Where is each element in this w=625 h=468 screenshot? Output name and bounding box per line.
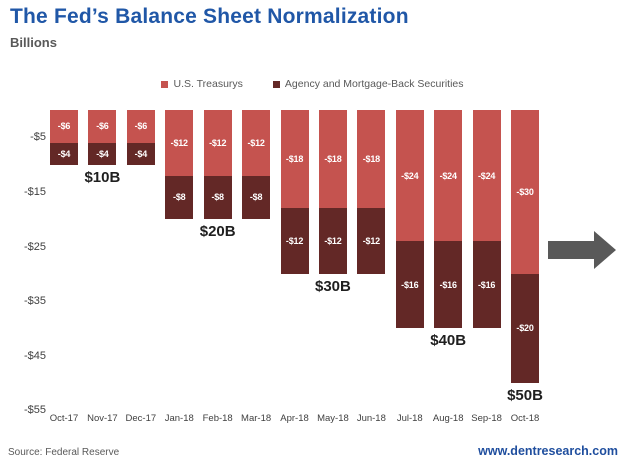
- bar-segment-treasurys: -$12: [165, 110, 194, 176]
- bar-segment-agency: -$4: [126, 142, 155, 165]
- x-axis-tick-label: Dec-17: [125, 413, 157, 424]
- bar-segment-treasurys: -$24: [434, 110, 463, 242]
- bar-value-label: -$12: [362, 236, 380, 247]
- treasurys-swatch-icon: [161, 80, 169, 88]
- legend-item-agency: Agency and Mortgage-Back Securities: [272, 78, 464, 90]
- bar-segment-treasurys: -$6: [88, 110, 117, 143]
- bar-segment-treasurys: -$30: [511, 110, 540, 274]
- pace-group-label: $40B: [430, 332, 467, 350]
- bar-value-label: -$18: [324, 154, 342, 165]
- bar-segment-treasurys: -$18: [280, 110, 309, 209]
- bar-value-label: -$8: [211, 192, 224, 203]
- website-link: www.dentresearch.com: [478, 444, 618, 458]
- pace-group-label: $50B: [507, 387, 543, 404]
- bar-segment-agency: -$20: [511, 273, 540, 383]
- bar-segment-agency: -$8: [203, 175, 232, 220]
- bar-segment-treasurys: -$24: [395, 110, 424, 242]
- bar-value-label: -$6: [96, 121, 109, 132]
- bar-value-label: -$4: [57, 148, 71, 159]
- bar-segment-agency: -$12: [280, 208, 309, 274]
- bar-value-label: -$16: [401, 279, 419, 290]
- x-axis-tick-label: Sep-18: [471, 413, 502, 424]
- bar-segment-treasurys: -$6: [50, 110, 78, 143]
- bar-value-label: -$12: [285, 236, 304, 247]
- x-axis-tick-label: Apr-18: [280, 413, 309, 424]
- y-axis-tick-label: -$45: [23, 349, 46, 362]
- y-axis-tick-label: -$5: [30, 131, 46, 144]
- bar-value-label: -$6: [57, 121, 71, 132]
- bar-segment-treasurys: -$24: [472, 110, 501, 242]
- bar-value-label: -$12: [170, 137, 188, 148]
- pace-group-label: $20B: [199, 223, 236, 241]
- x-axis-tick-label: Nov-17: [87, 413, 118, 424]
- bar-segment-agency: -$8: [242, 175, 271, 220]
- chart-legend: U.S. Treasurys Agency and Mortgage-Back …: [0, 78, 625, 90]
- bar-segment-agency: -$4: [88, 142, 117, 165]
- bar-value-label: -$4: [134, 148, 148, 159]
- y-axis-tick-label: -$35: [23, 295, 46, 308]
- bar-segment-treasurys: -$12: [242, 110, 271, 176]
- legend-label-agency: Agency and Mortgage-Back Securities: [284, 78, 464, 90]
- legend-label-treasurys: U.S. Treasurys: [173, 78, 243, 90]
- x-axis-tick-label: Aug-18: [432, 413, 464, 424]
- chart-subtitle: Billions: [10, 35, 57, 50]
- pace-group-label: $10B: [84, 168, 121, 186]
- bar-value-label: -$4: [96, 148, 109, 159]
- bar-value-label: -$6: [134, 121, 148, 132]
- x-axis-tick-label: Feb-18: [202, 413, 233, 424]
- bar-value-label: -$30: [516, 186, 534, 197]
- x-axis-tick-label: Mar-18: [241, 413, 272, 424]
- bar-segment-agency: -$8: [165, 175, 194, 220]
- right-arrow-shape: [548, 231, 616, 269]
- bar-segment-agency: -$16: [395, 241, 424, 329]
- bar-segment-agency: -$16: [434, 241, 463, 329]
- bar-value-label: -$8: [249, 192, 263, 203]
- bar-value-label: -$8: [173, 192, 186, 203]
- bar-value-label: -$24: [439, 170, 457, 181]
- bar-segment-treasurys: -$18: [357, 110, 386, 209]
- pace-group-label: $30B: [315, 277, 351, 295]
- bar-segment-agency: -$12: [318, 208, 347, 274]
- x-axis-tick-label: May-18: [317, 413, 349, 424]
- bar-segment-treasurys: -$12: [203, 110, 232, 176]
- x-axis-tick-label: Oct-18: [510, 413, 540, 424]
- right-arrow-icon: [548, 231, 616, 269]
- bar-segment-agency: -$4: [50, 142, 78, 165]
- bar-value-label: -$18: [285, 154, 304, 165]
- bar-segment-agency: -$16: [472, 241, 501, 329]
- source-note: Source: Federal Reserve: [8, 447, 120, 458]
- y-axis-tick-label: -$15: [23, 185, 46, 198]
- bar-value-label: -$20: [516, 323, 534, 334]
- x-axis-tick-label: Jan-18: [164, 413, 194, 424]
- bar-value-label: -$18: [362, 154, 380, 165]
- bar-value-label: -$12: [324, 236, 342, 247]
- bar-segment-treasurys: -$6: [126, 110, 155, 143]
- legend-item-treasurys: U.S. Treasurys: [161, 78, 243, 90]
- bar-segment-treasurys: -$18: [318, 110, 347, 209]
- bar-value-label: -$16: [439, 279, 457, 290]
- chart-title: The Fed’s Balance Sheet Normalization: [10, 5, 409, 28]
- bar-segment-agency: -$12: [357, 208, 386, 274]
- x-axis-tick-label: Oct-17: [49, 413, 79, 424]
- bar-value-label: -$12: [247, 137, 265, 148]
- bar-value-label: -$16: [478, 279, 496, 290]
- y-axis-tick-label: -$25: [23, 240, 46, 253]
- agency-swatch-icon: [272, 80, 280, 88]
- y-axis-tick-label: -$55: [23, 404, 46, 417]
- x-axis-tick-label: Jun-18: [356, 413, 386, 424]
- bar-value-label: -$24: [401, 170, 419, 181]
- bar-value-label: -$12: [209, 137, 227, 148]
- bar-value-label: -$24: [478, 170, 496, 181]
- x-axis-tick-label: Jul-18: [396, 413, 423, 424]
